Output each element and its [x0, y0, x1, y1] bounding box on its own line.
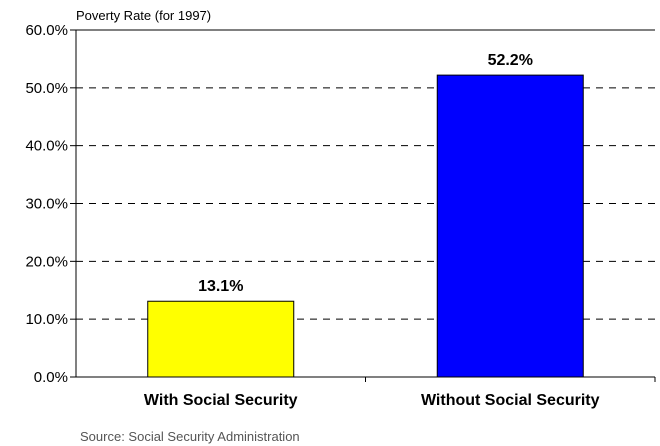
y-tick-label: 0.0%	[34, 369, 68, 386]
y-tick-label: 40.0%	[25, 138, 68, 155]
bars	[147, 74, 584, 378]
y-tick-label: 30.0%	[25, 196, 68, 213]
source-note: Source: Social Security Administration	[80, 429, 300, 444]
y-tick-label: 50.0%	[25, 80, 68, 97]
data-label: 13.1%	[198, 278, 243, 295]
x-category-label: With Social Security	[144, 392, 298, 409]
labels: 0.0% 10.0% 20.0% 30.0% 40.0% 50.0% 60.0% 13.1% W…	[25, 22, 599, 409]
bar	[436, 74, 584, 378]
y-tick-label: 60.0%	[25, 22, 68, 39]
y-axis-title: Poverty Rate (for 1997)	[76, 8, 211, 23]
x-category-label: Without Social Security	[421, 392, 600, 409]
bar	[147, 300, 295, 378]
y-tick-label: 20.0%	[25, 253, 68, 270]
y-tick-label: 10.0%	[25, 311, 68, 328]
axes	[70, 29, 656, 382]
data-label: 52.2%	[488, 52, 533, 69]
